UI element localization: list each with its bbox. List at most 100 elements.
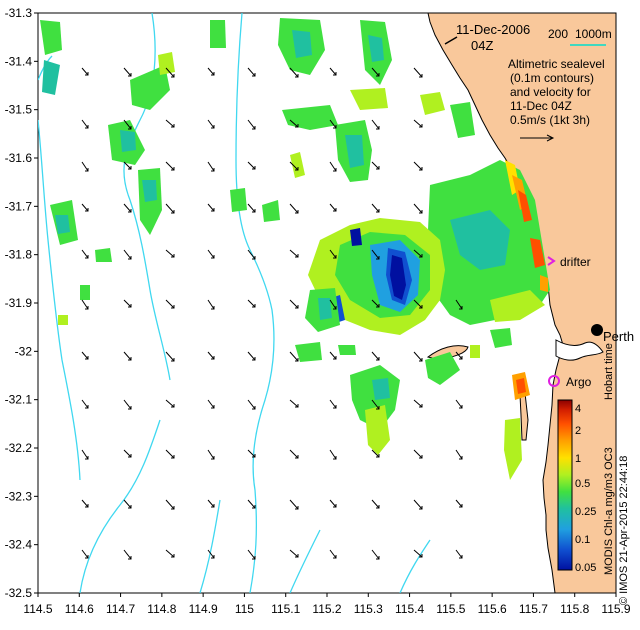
scale-left-label: 200 [548,27,568,41]
velocity-arrow [289,161,299,171]
x-tick-label: 114.5 [23,602,52,616]
velocity-arrow [207,299,215,310]
velocity-arrow [289,399,299,408]
velocity-arrow [165,119,175,128]
velocity-arrow [455,299,463,310]
credit-label: © IMOS 21-Apr-2015 22:44:18 [618,456,630,605]
velocity-arrow [247,549,256,560]
velocity-arrow [123,399,132,410]
velocity-arrow [329,351,337,360]
velocity-arrow [371,203,380,213]
velocity-arrow [207,449,215,460]
velocity-arrow [81,161,89,172]
velocity-arrow [81,67,89,76]
velocity-arrow [413,499,423,510]
velocity-arrow [455,399,463,409]
velocity-arrow [207,351,215,360]
velocity-arrow [329,299,337,310]
velocity-arrow [371,119,380,130]
velocity-arrow [165,351,175,362]
velocity-arrow [81,203,89,212]
velocity-arrow [165,203,175,214]
velocity-arrow [165,299,175,309]
x-tick-label: 114.8 [147,602,176,616]
velocity-arrow [207,249,215,259]
velocity-arrow [329,67,337,76]
velocity-arrow [165,67,175,78]
velocity-arrow [413,249,423,258]
x-tick-label: 115.1 [271,602,300,616]
velocity-arrow [81,549,89,559]
velocity-arrow [165,399,175,408]
colorbar [557,399,573,571]
velocity-arrow [413,119,423,128]
velocity-arrow [371,249,380,260]
time-label: 04Z [471,38,493,53]
velocity-arrow [413,449,423,459]
perth-marker [591,324,603,336]
x-tick-label: 114.7 [106,602,135,616]
y-tick-label: -32.1 [5,393,33,407]
velocity-arrow [207,67,215,76]
velocity-arrow [165,449,175,459]
velocity-arrow [123,549,132,560]
velocity-arrow [247,499,256,509]
velocity-arrow [247,249,256,260]
velocity-arrow [289,449,299,459]
velocity-arrow [289,67,299,78]
legend-line-1: Altimetric sealevel [508,57,605,71]
x-tick-label: 115 [235,602,254,616]
velocity-arrow [371,449,380,458]
perth-label: Perth [603,329,634,344]
velocity-arrow [289,249,299,258]
velocity-arrow [165,249,175,258]
velocity-arrow [247,399,256,410]
y-tick-label: -32.2 [5,441,33,455]
velocity-arrow [289,119,299,128]
velocity-arrow [329,549,337,559]
x-tick-label: 115.3 [354,602,383,616]
x-tick-label: 115.6 [478,602,507,616]
legend-line-4: 11-Dec 04Z [510,99,572,113]
y-tick-label: -31.7 [5,199,33,213]
velocity-arrow [289,299,299,309]
velocity-arrow [455,449,463,460]
x-tick-label: 115.5 [436,602,465,616]
colorbar-tick: 4 [575,403,581,415]
product-label: MODIS Chl-a mg/m3 OC3 [603,447,615,575]
velocity-arrow [371,299,380,308]
axes: 114.5 114.6 114.7 114.8 114.9 115 115.1 115.2 11… [5,6,631,616]
velocity-arrow [247,119,256,130]
colorbar-tick: 0.05 [575,562,596,574]
legend-line-2: (0.1m contours) [510,71,594,85]
colorbar-tick: 0.25 [575,506,596,518]
velocity-arrow [207,499,215,508]
argo-label: Argo [566,375,592,389]
colorbar-ticks: 4 2 1 0.5 0.25 0.1 0.05 [575,403,596,574]
legend-arrow-head [546,134,555,142]
velocity-arrow [329,499,337,508]
velocity-arrow [165,499,175,510]
velocity-arrow [329,161,337,172]
velocity-arrow [455,549,463,559]
velocity-arrow [123,161,132,170]
x-tick-label: 115.7 [519,602,548,616]
velocity-arrow [247,299,256,308]
velocity-arrow [289,351,299,362]
velocity-arrow [123,449,132,458]
y-tick-label: -31.5 [5,103,33,117]
velocity-arrow [455,499,463,508]
velocity-arrow [247,351,256,361]
sealevel-contours [38,13,431,593]
velocity-arrow [329,119,337,129]
velocity-arrow [371,161,380,170]
velocity-arrow [207,549,215,559]
velocity-arrow [289,203,299,214]
velocity-arrow [413,549,423,558]
velocity-arrow [81,249,89,259]
velocity-arrow [81,351,89,360]
y-tick-label: -31.9 [5,296,33,310]
drifter-marker [547,256,556,266]
velocity-arrow [329,399,337,409]
